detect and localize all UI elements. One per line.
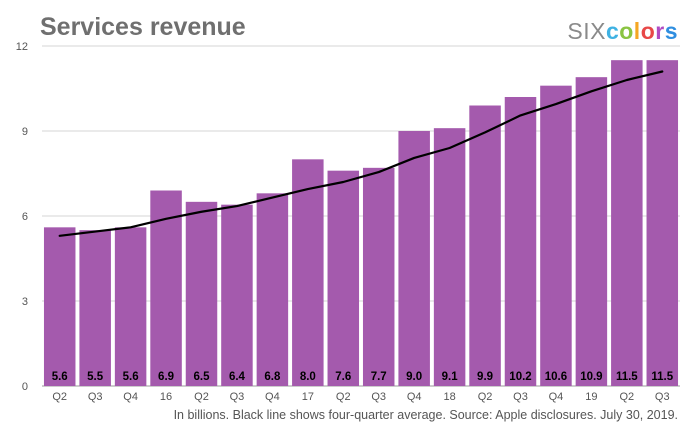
average-line: [58, 70, 664, 237]
data-label: 6.5: [194, 371, 211, 383]
x-tick-label: Q4: [549, 391, 564, 403]
data-label: 5.6: [123, 371, 139, 383]
x-tick-label: Q3: [513, 391, 528, 403]
data-label: 5.6: [52, 371, 68, 383]
data-label: 6.9: [158, 371, 174, 383]
x-tick-label: Q2: [478, 391, 493, 403]
data-label: 7.7: [371, 371, 387, 383]
y-tick-label: 0: [22, 381, 28, 393]
four-quarter-average-line: [58, 70, 664, 237]
x-tick-label: Q2: [194, 391, 209, 403]
bar: [433, 128, 466, 387]
data-label: 11.5: [651, 371, 673, 383]
data-labels: 5.6 5.5 5.6 6.9 6.5 6.4 6.8 8.0 7.6 7.7 9.0 9.1 9.9 1…: [52, 371, 674, 383]
data-label: 9.9: [477, 371, 493, 383]
bar: [327, 170, 360, 386]
x-tick-label: Q3: [655, 391, 670, 403]
x-tick-label: Q4: [265, 391, 280, 403]
brand-letter: r: [655, 18, 665, 44]
bar: [79, 230, 111, 386]
y-tick-label: 3: [22, 296, 28, 308]
x-tick-label: 19: [585, 391, 597, 403]
sixcolors-logo: SIXcolors: [567, 18, 678, 44]
x-tick-label: Q2: [619, 391, 634, 403]
bar: [469, 105, 501, 386]
bar: [504, 97, 537, 386]
x-tick-label: 18: [443, 391, 455, 403]
bar: [256, 193, 289, 386]
x-tick-label: Q2: [52, 391, 67, 403]
bar: [611, 60, 643, 387]
brand-colors: colors: [606, 18, 678, 44]
bar: [114, 227, 147, 386]
data-label: 9.1: [442, 371, 459, 383]
gridlines: [42, 45, 680, 302]
bars: [43, 60, 679, 387]
x-tick-label: 17: [302, 391, 314, 403]
chart-title: Services revenue: [40, 13, 246, 41]
data-label: 10.6: [545, 371, 567, 383]
bar: [362, 167, 395, 386]
brand-letter: o: [619, 18, 634, 44]
bar: [398, 131, 430, 386]
bar: [646, 60, 679, 387]
brand-letter: c: [605, 18, 620, 44]
bar: [540, 85, 572, 387]
x-tick-label: Q4: [407, 391, 422, 403]
brand-six: SIX: [567, 18, 606, 44]
bar: [43, 227, 76, 386]
y-tick-label: 12: [16, 41, 28, 53]
data-label: 10.9: [580, 371, 602, 383]
brand-letter: s: [664, 18, 678, 44]
data-label: 6.8: [264, 371, 281, 383]
bar: [575, 77, 608, 387]
x-axis: Q2 Q3 Q4 16 Q2 Q3 Q4 17 Q2 Q3 Q4 18 Q2 Q3 Q4 19 Q2 Q3: [52, 391, 669, 403]
data-label: 6.4: [229, 371, 246, 383]
x-tick-label: Q3: [88, 391, 103, 403]
y-tick-label: 6: [22, 211, 28, 223]
brand-letter: o: [640, 18, 656, 44]
x-tick-label: 16: [160, 391, 172, 403]
footnote: In billions. Black line shows four-quart…: [173, 408, 678, 422]
data-label: 8.0: [300, 371, 316, 383]
data-label: 7.6: [335, 371, 351, 383]
data-label: 9.0: [406, 371, 422, 383]
y-axis: 0 3 6 9 12: [16, 41, 680, 393]
brand-letter: l: [633, 18, 641, 44]
bar: [150, 190, 182, 386]
bar: [221, 204, 253, 386]
data-label: 11.5: [616, 371, 638, 383]
data-label: 5.5: [87, 371, 104, 383]
bar: [185, 201, 218, 386]
x-tick-label: Q3: [371, 391, 386, 403]
y-tick-label: 9: [22, 126, 28, 138]
bar: [292, 159, 324, 386]
x-tick-label: Q4: [123, 391, 138, 403]
x-tick-label: Q3: [230, 391, 245, 403]
data-label: 10.2: [509, 371, 531, 383]
x-tick-label: Q2: [336, 391, 351, 403]
